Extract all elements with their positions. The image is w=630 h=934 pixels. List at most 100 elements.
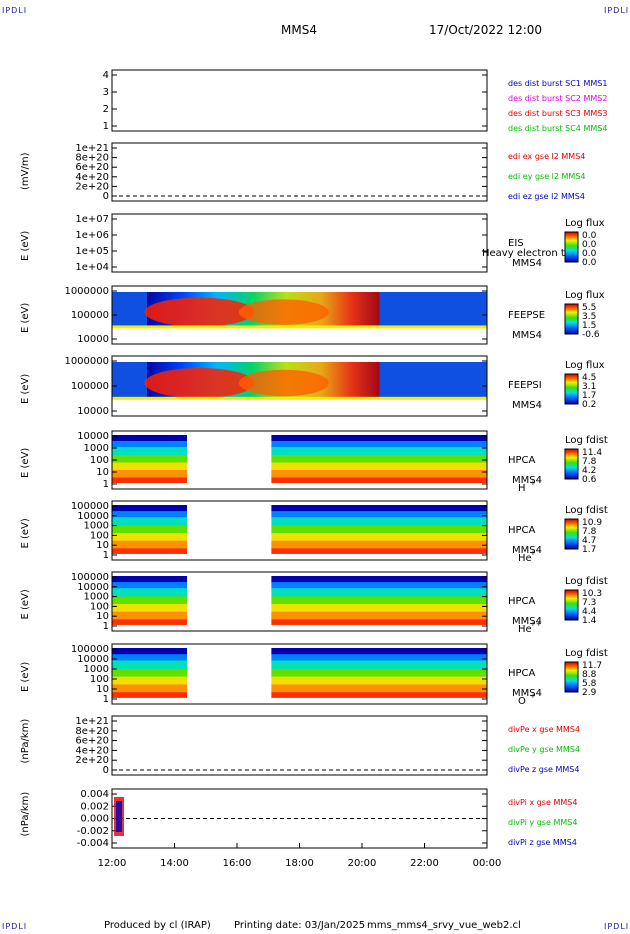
corner-label-tr: IPDLI — [604, 6, 630, 15]
instrument-label: HPCA — [508, 668, 536, 679]
spectrogram-band-1-2 — [271, 588, 487, 597]
y-tick-label: 1 — [103, 621, 109, 632]
legend-entry: edi ez gse l2 MMS4 — [508, 192, 585, 201]
x-tick-label: 18:00 — [285, 858, 314, 869]
colorbar-tick-label: 4.7 — [582, 536, 596, 546]
colorbar — [564, 518, 579, 550]
corner-label-br: IPDLI — [604, 922, 630, 931]
colorbar-tick-label: 2.9 — [582, 688, 597, 698]
legend-entry: des dist burst SC2 MMS2 — [508, 94, 607, 103]
colorbar-tick-label: 10.3 — [582, 589, 602, 599]
y-tick-label: 6e+20 — [75, 162, 109, 173]
y-tick-label: 0.004 — [80, 789, 109, 800]
y-tick-label: 4e+20 — [75, 745, 109, 756]
colorbar-tick-label: -0.6 — [582, 330, 600, 340]
y-tick-label: 10 — [96, 684, 109, 695]
y-tick-label: 10000 — [77, 654, 109, 665]
header-spacecraft: MMS4 — [281, 23, 317, 37]
spectrogram-band-0-3 — [112, 596, 187, 605]
x-tick-label: 16:00 — [223, 858, 252, 869]
colorbar-tick-label: 0.0 — [582, 240, 597, 250]
legend-entry: divPe x gse MMS4 — [508, 725, 580, 734]
spectrogram-warm-region — [238, 369, 329, 397]
spectrogram-band-0-6 — [112, 548, 187, 554]
overlay-label: Heavy electron to — [482, 248, 571, 259]
spectrogram-band-0-5 — [112, 470, 187, 478]
spectrogram-band-0-6 — [112, 692, 187, 698]
spectrogram-band — [112, 396, 487, 400]
spacecraft-label: MMS4 — [512, 330, 542, 341]
corner-label-bl: IPDLI — [2, 922, 28, 931]
y-tick-label: 0 — [103, 765, 109, 776]
panel-burst: 4 3 2 1 des dist burst SC1 MMS1 des dist burs… — [103, 69, 607, 133]
species-label: H — [518, 483, 526, 494]
species-charge: + — [530, 479, 536, 487]
spacecraft-label: MMS4 — [512, 688, 542, 699]
x-tick-label: 14:00 — [160, 858, 189, 869]
y-axis-label: E (eV) — [20, 374, 31, 404]
y-tick-label: 10000 — [77, 511, 109, 522]
colorbar-tick-label: 1.7 — [582, 391, 596, 401]
spacecraft-label: MMS4 — [512, 545, 542, 556]
spectrogram-band-0-3 — [112, 668, 187, 678]
colorbar-tick-label: 0.0 — [582, 249, 597, 259]
spectrogram-band-0-2 — [112, 517, 187, 526]
colorbar-tick-label: 7.3 — [582, 598, 596, 608]
y-tick-label: 8e+20 — [75, 153, 109, 164]
instrument-label: FEEPSE — [508, 310, 545, 321]
colorbar-title: Log fdist — [565, 505, 608, 516]
footer-produced: Produced by cl (IRAP) — [104, 920, 211, 931]
spectrogram-band-1-4 — [271, 462, 487, 471]
colorbar-title: Log fdist — [565, 435, 608, 446]
colorbar — [564, 589, 579, 621]
y-tick-label: 1 — [103, 479, 109, 490]
y-axis-label: E (eV) — [20, 231, 31, 261]
corner-label-tl: IPDLI — [2, 6, 28, 15]
colorbar-title: Log fdist — [565, 576, 608, 587]
instrument-label: HPCA — [508, 596, 536, 607]
colorbar-tick-label: 4.2 — [582, 466, 596, 476]
y-tick-label: 1000 — [84, 664, 109, 675]
colorbar-tick-label: 0.0 — [582, 258, 597, 268]
spectrogram-band-1-0 — [271, 576, 487, 583]
panel-frame — [111, 715, 488, 776]
y-tick-label: 1e+21 — [75, 716, 109, 727]
y-tick-label: 1e+04 — [75, 262, 109, 273]
legend-entry: des dist burst SC1 MMS1 — [508, 79, 607, 88]
y-tick-label: 1 — [103, 550, 109, 561]
colorbar-tick-label: 0.2 — [582, 400, 596, 410]
spectrogram-band-1-4 — [271, 533, 487, 542]
x-tick-label: 12:00 — [98, 858, 127, 869]
spectrogram-band-1-4 — [271, 676, 487, 685]
spectrogram-band-1-6 — [271, 619, 487, 625]
y-tick-label: 1 — [103, 694, 109, 705]
y-tick-label: 0.002 — [80, 801, 109, 812]
y-tick-label: 0 — [103, 191, 109, 202]
spectrogram-band-0-5 — [112, 540, 187, 549]
spectrogram-band-0-1 — [112, 511, 187, 518]
y-tick-label: 10 — [96, 540, 109, 551]
spacecraft-label: MMS4 — [512, 258, 542, 269]
y-tick-label: 100 — [90, 674, 109, 685]
y-tick-label: 1000000 — [64, 356, 109, 367]
y-axis-label: E (eV) — [20, 662, 31, 692]
y-tick-label: 1e+06 — [75, 230, 109, 241]
spectrogram-band-1-3 — [271, 455, 487, 463]
y-tick-label: 1e+05 — [75, 246, 109, 257]
colorbar-tick-label: 4.4 — [582, 607, 597, 617]
footer-filename: mms_mms4_srvy_vue_web2.cl — [367, 920, 521, 931]
species-charge: ++ — [530, 620, 542, 628]
spectrogram-band-1-5 — [271, 684, 487, 693]
spectrogram-band — [112, 325, 487, 329]
species-label: He — [518, 624, 532, 635]
spectrogram-band-1-1 — [271, 582, 487, 589]
divpi-z-trace — [116, 801, 122, 832]
colorbar — [564, 373, 579, 405]
species-charge: + — [530, 692, 536, 700]
colorbar — [564, 661, 579, 693]
spectrogram-band-0-5 — [112, 611, 187, 620]
y-axis-label: (nPa/km) — [20, 719, 31, 764]
